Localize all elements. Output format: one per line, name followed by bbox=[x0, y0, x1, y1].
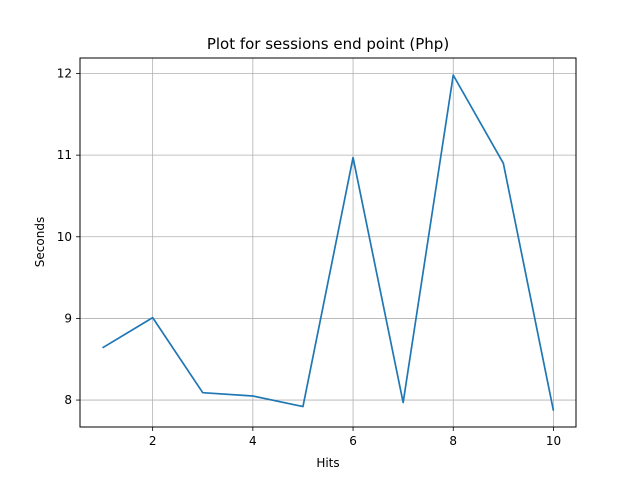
x-tick-label: 8 bbox=[449, 434, 457, 448]
chart-title: Plot for sessions end point (Php) bbox=[207, 35, 449, 53]
plot-frame bbox=[79, 57, 577, 428]
x-axis-label: Hits bbox=[316, 456, 339, 470]
y-tick-label: 8 bbox=[64, 393, 72, 407]
x-tick-label: 2 bbox=[149, 434, 157, 448]
x-tick-label: 6 bbox=[349, 434, 357, 448]
y-tick-label: 10 bbox=[57, 230, 72, 244]
series-lines bbox=[102, 74, 555, 411]
y-tick-label: 9 bbox=[64, 311, 72, 325]
x-tick-label: 4 bbox=[249, 434, 257, 448]
series-line-1 bbox=[102, 74, 555, 411]
y-axis-label: Seconds bbox=[33, 217, 47, 267]
x-tick-label: 10 bbox=[546, 434, 561, 448]
y-tick-label: 12 bbox=[57, 67, 72, 81]
grid bbox=[80, 58, 576, 427]
y-tick-label: 11 bbox=[57, 148, 72, 162]
y-axis-ticks: 8 9 10 11 12 bbox=[57, 67, 80, 407]
x-axis-ticks: 2 4 6 8 10 bbox=[149, 427, 561, 448]
